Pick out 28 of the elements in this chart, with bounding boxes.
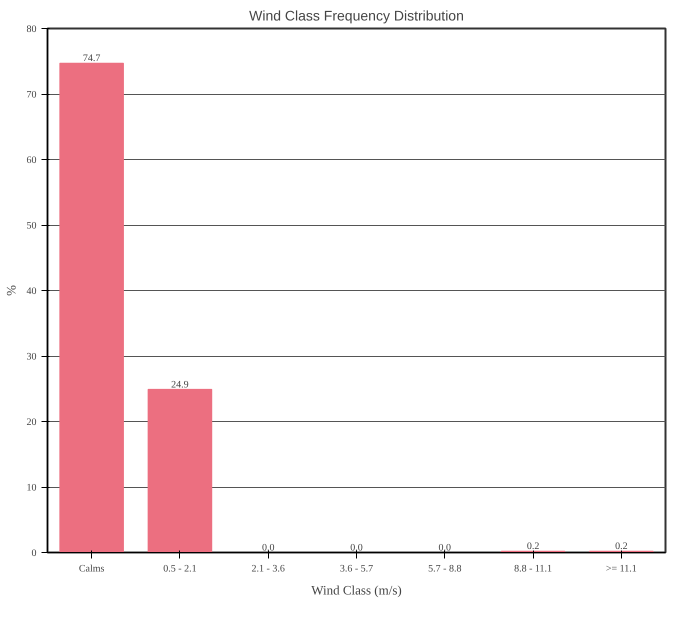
- y-tick-label: 40: [26, 286, 36, 297]
- bar: [59, 62, 124, 552]
- data-label: 0.0: [262, 542, 274, 554]
- y-tick-label: 70: [26, 90, 36, 100]
- x-tick-label: Calms: [78, 564, 105, 574]
- x-tick-label: 5.7 - 8.8: [428, 564, 462, 574]
- y-tick-label: 20: [26, 417, 36, 428]
- y-tick-label: 80: [26, 24, 36, 35]
- data-label: 24.9: [171, 379, 189, 390]
- y-tick-label: 60: [26, 155, 36, 166]
- x-axis-title: Wind Class (m/s): [311, 582, 402, 598]
- data-label: 0.2: [526, 541, 540, 552]
- x-tick-label: 8.8 - 11.1: [514, 564, 552, 574]
- x-tick-label: 2.1 - 3.6: [252, 564, 285, 574]
- data-label: 74.7: [82, 53, 100, 64]
- y-tick-label: 0: [32, 548, 36, 559]
- x-tick-label: 3.6 - 5.7: [340, 564, 374, 574]
- data-label: 0.0: [438, 542, 452, 554]
- data-label: 0.0: [350, 542, 363, 554]
- chart-title: Wind Class Frequency Distribution: [249, 8, 464, 24]
- bar: [148, 388, 212, 552]
- x-tick-label: >= 11.1: [606, 564, 637, 574]
- y-tick-label: 10: [26, 482, 36, 494]
- y-axis-title: %: [4, 284, 18, 296]
- x-tick-label: 0.5 - 2.1: [163, 564, 197, 574]
- y-tick-label: 50: [26, 220, 36, 232]
- y-tick-label: 30: [26, 352, 36, 362]
- data-label: 0.2: [615, 541, 628, 552]
